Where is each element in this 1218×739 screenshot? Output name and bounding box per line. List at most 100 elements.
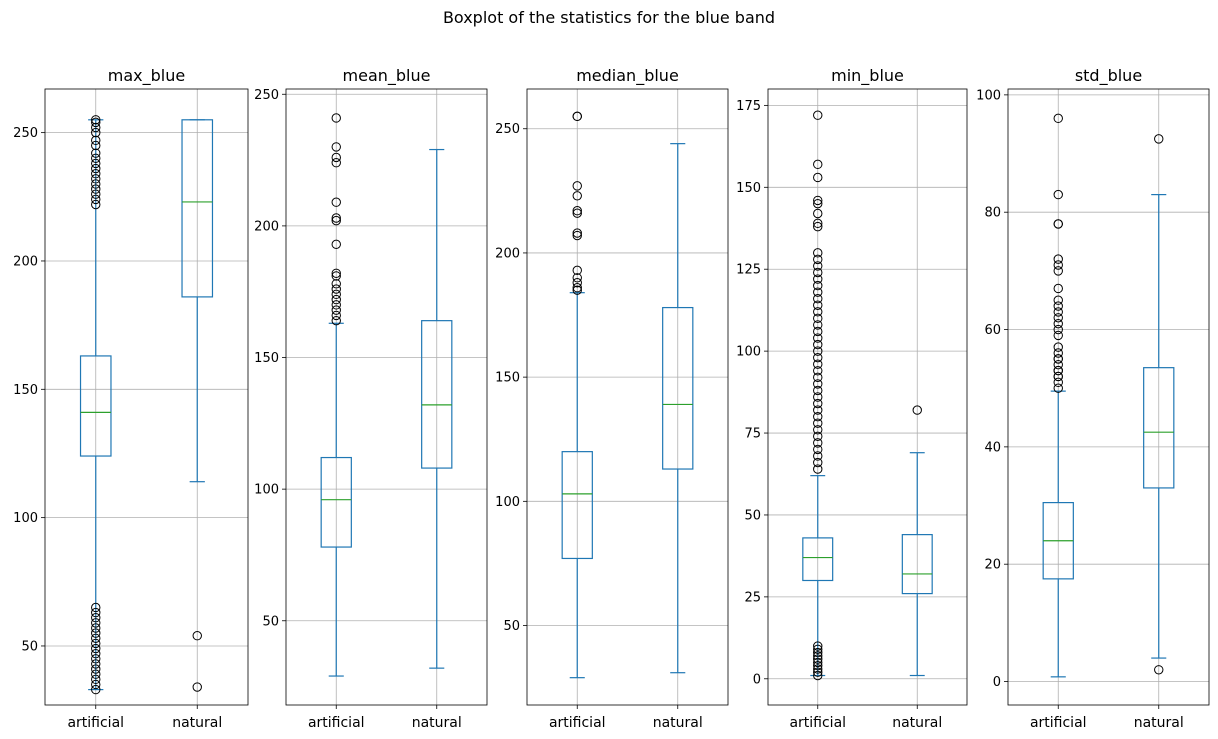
outlier-point bbox=[813, 248, 823, 258]
outlier-point bbox=[813, 110, 823, 120]
axes-frame bbox=[285, 88, 488, 706]
outlier-point bbox=[331, 271, 341, 281]
y-tick-label: 150 bbox=[254, 351, 279, 366]
outlier-point bbox=[813, 392, 823, 402]
outlier-point bbox=[1053, 342, 1063, 352]
outlier-point bbox=[331, 294, 341, 305]
outlier-point bbox=[572, 228, 582, 238]
y-tick-label: 100 bbox=[495, 495, 520, 510]
outlier-point bbox=[813, 208, 823, 219]
outlier-point bbox=[331, 213, 341, 223]
y-tick-label: 50 bbox=[503, 619, 520, 634]
outlier-point bbox=[91, 199, 101, 210]
outlier-point bbox=[91, 148, 101, 158]
outlier-point bbox=[91, 684, 101, 695]
outlier-point bbox=[813, 313, 823, 324]
subplot-title: median_blue bbox=[576, 66, 679, 86]
iqr-box bbox=[802, 537, 834, 582]
outlier-point bbox=[91, 115, 101, 125]
y-tick-label: 80 bbox=[984, 206, 1001, 221]
outlier-point bbox=[91, 669, 101, 679]
subplot-title: min_blue bbox=[831, 66, 904, 86]
outlier-point bbox=[91, 163, 101, 174]
outlier-point bbox=[813, 195, 823, 206]
outlier-point bbox=[813, 405, 823, 415]
outlier-point bbox=[813, 438, 823, 448]
outlier-point bbox=[813, 670, 823, 681]
outlier-point bbox=[813, 267, 823, 278]
outlier-point bbox=[572, 265, 582, 276]
outlier-point bbox=[813, 641, 823, 651]
outlier-point bbox=[813, 198, 823, 209]
outlier-point bbox=[91, 674, 101, 685]
outlier-point bbox=[91, 613, 101, 623]
outlier-point bbox=[572, 285, 582, 295]
outlier-point bbox=[813, 320, 823, 330]
subplot-max_blue: max_blue 50 100 150 200 250 artificial natural bbox=[13, 66, 249, 731]
y-tick-label: 20 bbox=[984, 558, 1001, 573]
outlier-point bbox=[1053, 377, 1063, 388]
outlier-point bbox=[813, 457, 823, 468]
outlier-point bbox=[1053, 371, 1063, 382]
outlier-point bbox=[1053, 348, 1063, 358]
y-tick-label: 50 bbox=[262, 614, 279, 629]
outlier-point bbox=[813, 418, 823, 428]
iqr-box bbox=[901, 534, 933, 595]
outlier-point bbox=[813, 664, 823, 674]
outlier-point bbox=[813, 366, 823, 376]
outlier-point bbox=[813, 385, 823, 396]
outlier-point bbox=[813, 425, 823, 435]
outlier-point bbox=[91, 140, 101, 151]
outlier-point bbox=[1053, 330, 1063, 341]
box-artificial bbox=[802, 110, 834, 681]
outlier-point bbox=[91, 648, 101, 659]
outlier-point bbox=[91, 194, 101, 205]
box-artificial bbox=[561, 111, 593, 679]
outlier-point bbox=[813, 307, 823, 317]
outlier-point bbox=[91, 628, 101, 638]
outlier-point bbox=[1053, 383, 1063, 393]
x-tick-label: artificial bbox=[308, 715, 365, 731]
outlier-point bbox=[91, 122, 101, 133]
outlier-point bbox=[813, 287, 823, 297]
box-artificial bbox=[1042, 113, 1074, 678]
outlier-point bbox=[813, 218, 823, 229]
outlier-point bbox=[91, 659, 101, 669]
iqr-box bbox=[320, 456, 352, 548]
y-tick-label: 100 bbox=[254, 483, 279, 498]
outlier-point bbox=[813, 451, 823, 461]
outlier-point bbox=[1053, 219, 1063, 229]
y-tick-label: 100 bbox=[976, 88, 1001, 103]
outlier-point bbox=[91, 174, 101, 184]
outlier-point bbox=[192, 682, 202, 692]
subplot-median_blue: median_blue 50 100 150 200 250 artificial natur… bbox=[495, 66, 729, 731]
iqr-box bbox=[561, 451, 593, 560]
outlier-point bbox=[813, 159, 823, 170]
outlier-point bbox=[572, 283, 582, 293]
outlier-point bbox=[813, 660, 823, 671]
subplot-title: max_blue bbox=[108, 66, 185, 86]
outlier-point bbox=[331, 197, 341, 207]
outlier-point bbox=[572, 208, 582, 218]
outlier-point bbox=[331, 268, 341, 278]
box-artificial bbox=[79, 115, 112, 695]
outlier-point bbox=[572, 278, 582, 288]
outlier-point bbox=[1053, 283, 1063, 294]
axes-frame bbox=[1007, 88, 1210, 706]
x-tick-label: artificial bbox=[1030, 715, 1087, 731]
outlier-point bbox=[1053, 301, 1063, 311]
outlier-point bbox=[572, 206, 582, 216]
x-tick-label: artificial bbox=[67, 715, 124, 731]
y-tick-label: 60 bbox=[984, 323, 1001, 338]
outlier-point bbox=[331, 152, 341, 163]
outlier-point bbox=[813, 359, 823, 369]
outlier-point bbox=[813, 464, 823, 474]
x-tick-label: natural bbox=[1134, 715, 1184, 731]
subplot-title: mean_blue bbox=[343, 66, 431, 86]
outlier-point bbox=[91, 153, 101, 164]
x-tick-label: natural bbox=[172, 715, 222, 731]
outlier-point bbox=[91, 618, 101, 628]
outlier-point bbox=[1053, 254, 1063, 264]
